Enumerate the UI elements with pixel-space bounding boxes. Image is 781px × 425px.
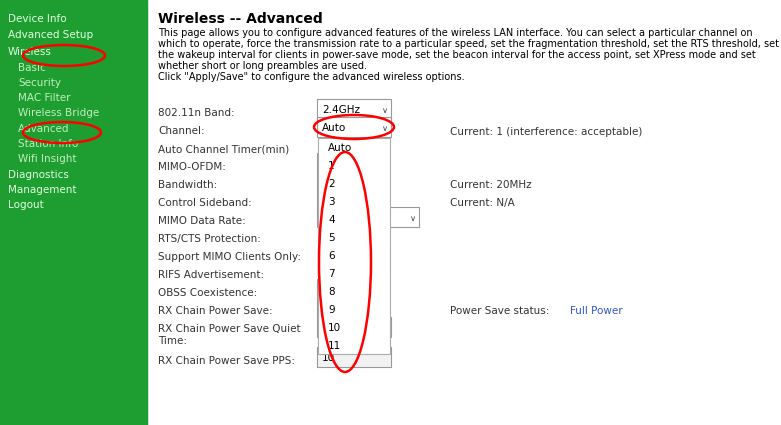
Text: Station Info: Station Info [18, 139, 78, 149]
Text: ∨: ∨ [362, 286, 368, 295]
Text: Auto: Auto [322, 123, 346, 133]
FancyBboxPatch shape [317, 317, 391, 337]
Text: Advanced: Advanced [18, 124, 70, 134]
FancyBboxPatch shape [317, 279, 371, 299]
Text: Diagnostics: Diagnostics [8, 170, 69, 180]
Text: Channel:: Channel: [158, 126, 205, 136]
Text: 3: 3 [328, 197, 334, 207]
Text: 10: 10 [322, 353, 335, 363]
Text: RIFS Advertisement:: RIFS Advertisement: [158, 270, 264, 280]
Text: RX Chain Power Save:: RX Chain Power Save: [158, 306, 273, 316]
Text: ∨: ∨ [362, 159, 368, 168]
Text: Management: Management [8, 185, 77, 195]
Text: 2: 2 [328, 179, 334, 189]
FancyBboxPatch shape [317, 99, 391, 119]
Text: ∨: ∨ [362, 303, 368, 312]
Text: Current: 20MHz: Current: 20MHz [450, 180, 532, 190]
Text: Click "Apply/Save" to configure the advanced wireless options.: Click "Apply/Save" to configure the adva… [158, 72, 465, 82]
Text: ∨: ∨ [382, 124, 388, 133]
Text: 9: 9 [328, 305, 334, 315]
Text: 7: 7 [328, 269, 334, 279]
Text: MIMO-OFDM:: MIMO-OFDM: [158, 162, 226, 172]
Text: 8: 8 [328, 287, 334, 297]
Text: Current: N/A: Current: N/A [450, 198, 515, 208]
Text: Device Info: Device Info [8, 14, 66, 24]
Text: Logout: Logout [8, 200, 44, 210]
Text: Bandwidth:: Bandwidth: [158, 180, 217, 190]
Text: OBSS Coexistence:: OBSS Coexistence: [158, 288, 257, 298]
FancyBboxPatch shape [317, 207, 419, 227]
Text: RX Chain Power Save Quiet: RX Chain Power Save Quiet [158, 324, 301, 334]
Text: 11: 11 [328, 341, 341, 351]
Text: Full Power: Full Power [570, 306, 622, 316]
Text: Wireless Bridge: Wireless Bridge [18, 108, 99, 118]
Text: RTS/CTS Protection:: RTS/CTS Protection: [158, 234, 261, 244]
Text: MIMO Data Rate:: MIMO Data Rate: [158, 216, 246, 226]
Text: Current: 1 (interference: acceptable): Current: 1 (interference: acceptable) [450, 127, 643, 137]
Text: This page allows you to configure advanced features of the wireless LAN interfac: This page allows you to configure advanc… [158, 28, 753, 38]
Text: which to operate, force the transmission rate to a particular speed, set the fra: which to operate, force the transmission… [158, 39, 779, 49]
Text: Advanced Setup: Advanced Setup [8, 30, 93, 40]
Text: 2.4GHz: 2.4GHz [322, 105, 360, 115]
Text: the wakeup interval for clients in power-save mode, set the beacon interval for : the wakeup interval for clients in power… [158, 50, 756, 60]
Text: MAC Filter: MAC Filter [18, 93, 70, 103]
Text: Auto Channel Timer(min): Auto Channel Timer(min) [158, 144, 289, 154]
Text: Wireless: Wireless [8, 47, 52, 57]
Text: RX Chain Power Save PPS:: RX Chain Power Save PPS: [158, 356, 295, 366]
Text: 1: 1 [328, 161, 334, 171]
Text: 5: 5 [328, 233, 334, 243]
Text: Power Save status:: Power Save status: [450, 306, 549, 316]
Text: Wifi Insight: Wifi Insight [18, 154, 77, 164]
FancyBboxPatch shape [317, 171, 363, 191]
Text: Time:: Time: [158, 336, 187, 346]
FancyBboxPatch shape [317, 153, 371, 173]
Text: Basic: Basic [18, 63, 46, 73]
Text: Control Sideband:: Control Sideband: [158, 198, 251, 208]
Text: ∨: ∨ [354, 178, 360, 187]
Text: 802.11n Band:: 802.11n Band: [158, 108, 234, 118]
Text: 10: 10 [322, 323, 335, 333]
FancyBboxPatch shape [0, 0, 148, 425]
FancyBboxPatch shape [317, 297, 371, 317]
Text: Security: Security [18, 78, 61, 88]
Text: ∨: ∨ [410, 213, 416, 223]
Text: Auto: Auto [328, 143, 352, 153]
FancyBboxPatch shape [317, 189, 371, 209]
FancyBboxPatch shape [318, 138, 390, 354]
Text: Wireless -- Advanced: Wireless -- Advanced [158, 12, 323, 26]
FancyBboxPatch shape [317, 347, 391, 367]
Text: ∨: ∨ [382, 105, 388, 114]
FancyBboxPatch shape [317, 117, 391, 137]
Text: whether short or long preambles are used.: whether short or long preambles are used… [158, 61, 367, 71]
Text: Support MIMO Clients Only:: Support MIMO Clients Only: [158, 252, 301, 262]
Text: 4: 4 [328, 215, 334, 225]
Text: 10: 10 [328, 323, 341, 333]
Text: 6: 6 [328, 251, 334, 261]
